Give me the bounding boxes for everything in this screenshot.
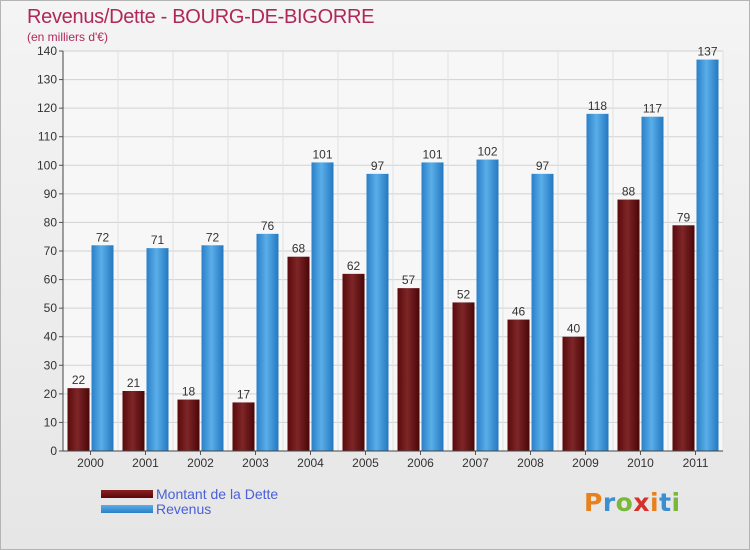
y-tick-label: 120 [37, 101, 57, 115]
bar-revenus [91, 245, 114, 451]
bar-dette [617, 199, 640, 451]
bar-dette [122, 391, 145, 451]
chart-title: Revenus/Dette - BOURG-DE-BIGORRE [27, 6, 375, 28]
bar-dette [507, 319, 530, 451]
data-label-dette: 17 [237, 387, 251, 401]
bar-dette [672, 225, 695, 451]
data-label-revenus: 101 [312, 147, 332, 161]
bar-dette [452, 302, 475, 451]
logo-letter: i [650, 488, 660, 517]
data-label-dette: 52 [457, 287, 471, 301]
bar-revenus [201, 245, 224, 451]
logo-letter: r [602, 488, 616, 517]
data-label-revenus: 118 [588, 99, 607, 113]
x-tick-label: 2003 [242, 456, 269, 470]
legend-label-revenus: Revenus [156, 501, 212, 517]
data-label-dette: 68 [292, 242, 306, 256]
y-tick-label: 60 [44, 273, 58, 287]
y-tick-label: 100 [37, 158, 57, 172]
data-label-dette: 40 [567, 322, 581, 336]
x-tick-label: 2002 [187, 456, 214, 470]
x-tick-label: 2000 [77, 456, 104, 470]
data-label-dette: 57 [402, 273, 416, 287]
data-label-dette: 88 [622, 185, 636, 199]
data-label-revenus: 97 [371, 159, 385, 173]
axes: 0 10 20 30 40 50 60 70 80 90 100 110 120 130 140 2000 20… [37, 44, 723, 470]
chart-subtitle: (en milliers d'€) [27, 30, 108, 44]
bar-revenus [531, 173, 554, 451]
data-label-revenus: 76 [261, 219, 275, 233]
y-tick-label: 140 [37, 44, 57, 58]
data-label-dette: 62 [347, 259, 361, 273]
bar-revenus [696, 59, 719, 451]
bar-revenus [586, 113, 609, 451]
y-tick-label: 20 [44, 387, 58, 401]
x-tick-label: 2007 [462, 456, 489, 470]
bar-revenus [366, 173, 389, 451]
bar-dette [287, 256, 310, 451]
x-tick-label: 2008 [517, 456, 544, 470]
bar-revenus [146, 248, 169, 451]
legend-swatch-revenus [101, 505, 153, 513]
y-tick-label: 50 [44, 301, 58, 315]
legend-swatch-dette [101, 490, 153, 498]
data-label-revenus: 71 [151, 233, 165, 247]
data-label-revenus: 117 [643, 102, 662, 116]
y-tick-label: 80 [44, 215, 58, 229]
x-tick-label: 2006 [407, 456, 434, 470]
x-tick-label: 2005 [352, 456, 379, 470]
logo-letter: P [584, 488, 603, 517]
bars: 22 72 21 71 18 72 17 76 68 101 62 97 57 101 52 102 46 97 4… [67, 45, 719, 452]
data-label-dette: 21 [127, 376, 141, 390]
bar-revenus [476, 159, 499, 452]
bar-dette [342, 273, 365, 451]
x-tick-label: 2010 [627, 456, 654, 470]
bar-revenus [641, 116, 664, 451]
logo-letter: t [659, 488, 672, 517]
data-label-revenus: 137 [697, 45, 717, 59]
bar-revenus [256, 233, 279, 451]
data-label-dette: 46 [512, 305, 526, 319]
y-tick-label: 30 [44, 358, 58, 372]
data-label-dette: 79 [677, 210, 691, 224]
logo-letter: o [615, 488, 634, 517]
bar-dette [397, 288, 420, 451]
x-tick-label: 2011 [683, 456, 709, 470]
logo-letter: x [633, 488, 650, 517]
data-label-revenus: 102 [477, 145, 497, 159]
data-label-revenus: 101 [422, 147, 442, 161]
y-tick-label: 40 [44, 330, 58, 344]
bar-dette [177, 399, 200, 451]
bar-dette [232, 402, 255, 451]
x-tick-label: 2009 [572, 456, 599, 470]
bar-dette [562, 336, 585, 451]
x-tick-label: 2004 [297, 456, 324, 470]
y-tick-label: 130 [37, 73, 57, 87]
y-tick-label: 70 [44, 244, 58, 258]
legend-label-dette: Montant de la Dette [156, 486, 279, 502]
y-tick-label: 0 [50, 444, 57, 458]
y-tick-label: 110 [38, 130, 57, 144]
x-tick-label: 2001 [132, 456, 159, 470]
proxiti-logo: Proxiti [584, 488, 681, 517]
data-label-revenus: 72 [96, 230, 110, 244]
data-label-revenus: 97 [536, 159, 550, 173]
data-label-dette: 18 [182, 385, 196, 399]
bar-dette [67, 388, 90, 451]
y-tick-label: 90 [44, 187, 58, 201]
bar-revenus [421, 162, 444, 451]
grid-lines [62, 50, 724, 452]
bar-revenus [311, 162, 334, 451]
y-tick-label: 10 [44, 415, 58, 429]
logo-letter: i [671, 488, 681, 517]
data-label-revenus: 72 [206, 230, 220, 244]
data-label-dette: 22 [72, 373, 86, 387]
